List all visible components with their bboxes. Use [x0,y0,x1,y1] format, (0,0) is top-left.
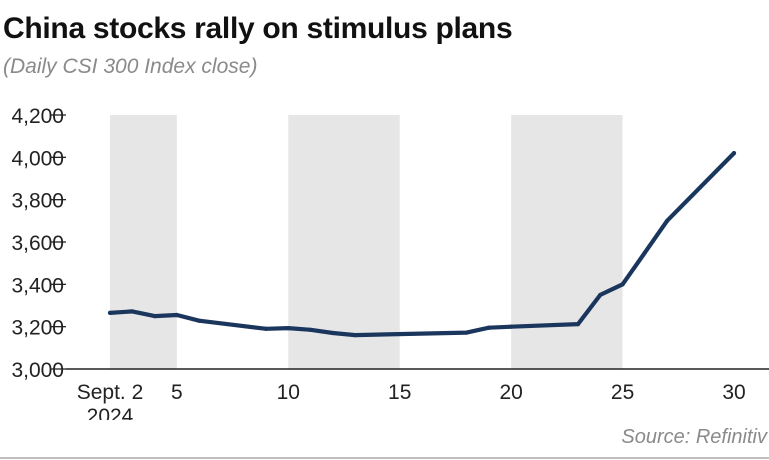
data-point [575,322,581,327]
y-tick-label: 4,000 [11,147,64,170]
y-tick-label: 3,000 [11,359,64,382]
data-point [642,250,647,255]
series-line-0 [107,151,737,338]
data-point [174,312,179,318]
y-axis: 3,000 3,200 3,400 3,600 3,800 4,000 4,200 [11,105,66,382]
data-point [130,309,135,314]
data-point [308,327,313,332]
source-note: Source: Refinitiv [621,426,767,448]
x-tick-label: 25 [611,381,634,404]
data-point [620,282,625,287]
x-tick-label: 10 [277,381,300,404]
x-tick-sublabel: 2024 [87,405,134,420]
data-point [330,330,335,336]
data-point [286,326,291,331]
x-tick-label: 15 [388,381,411,404]
shaded-band-0 [110,115,177,369]
x-tick-label: Sept. 2 [77,381,144,404]
data-point [464,330,469,335]
x-tick-label: 5 [171,381,183,404]
series-group [107,151,737,338]
bottom-divider [0,457,769,459]
data-point [107,310,113,316]
chart-title: China stocks rally on stimulus plans [3,12,513,45]
data-point [263,326,269,331]
data-point [486,325,491,330]
x-tick-label: 30 [722,381,745,404]
y-tick-label: 3,600 [11,232,64,255]
shaded-band-2 [511,115,623,369]
y-tick-label: 3,200 [11,317,64,340]
y-tick-label: 4,200 [11,105,64,128]
data-point [353,333,358,338]
data-point [152,313,157,319]
y-tick-label: 3,800 [11,190,64,213]
x-tick-label: 20 [499,381,522,404]
chart-subtitle: (Daily CSI 300 Index close) [3,55,258,78]
data-point [509,324,514,329]
data-point [665,218,670,223]
data-point [731,151,737,156]
y-tick-label: 3,400 [11,274,64,297]
line-chart: 3,000 3,200 3,400 3,600 3,800 4,000 4,200 Sept… [11,105,769,420]
shaded-band-1 [288,115,400,369]
data-point [598,292,603,298]
data-point [197,318,202,323]
weekly-shading-group [110,115,623,369]
